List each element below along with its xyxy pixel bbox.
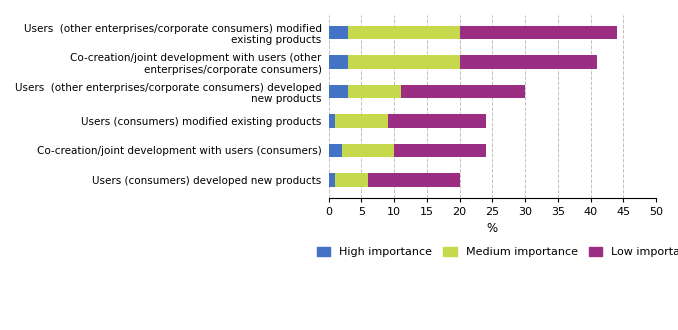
- Bar: [329, 26, 348, 39]
- Bar: [348, 26, 460, 39]
- Bar: [460, 55, 597, 69]
- Bar: [460, 26, 617, 39]
- Bar: [348, 55, 460, 69]
- Bar: [401, 85, 525, 98]
- Legend: High importance, Medium importance, Low importance: High importance, Medium importance, Low …: [313, 242, 678, 261]
- X-axis label: %: %: [487, 222, 498, 235]
- Bar: [329, 85, 348, 98]
- Bar: [329, 144, 342, 157]
- Bar: [329, 115, 335, 128]
- Bar: [335, 115, 388, 128]
- Bar: [335, 173, 368, 186]
- Bar: [348, 85, 401, 98]
- Bar: [329, 173, 335, 186]
- Bar: [342, 144, 394, 157]
- Bar: [329, 55, 348, 69]
- Bar: [388, 115, 485, 128]
- Bar: [368, 173, 460, 186]
- Bar: [394, 144, 485, 157]
